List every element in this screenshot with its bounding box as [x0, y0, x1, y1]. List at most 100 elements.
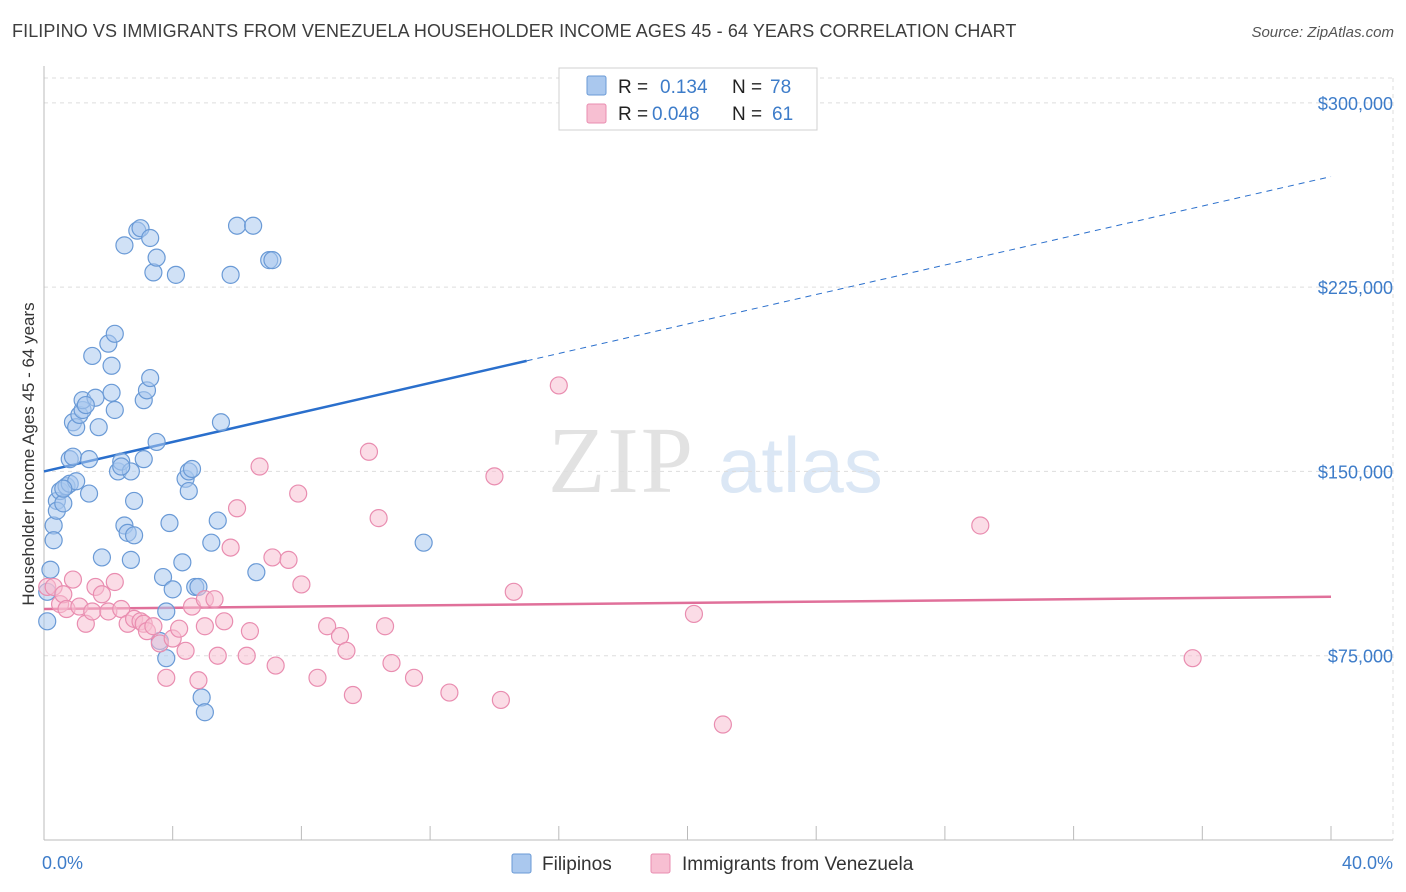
point-filipinos-55: [166, 265, 186, 284]
series-legend: Filipinos Immigrants from Venezuela: [511, 853, 914, 875]
point-venezuela-33: [227, 499, 247, 518]
point-filipinos-29: [105, 400, 124, 420]
series-legend-swatch-venezuela: [650, 853, 671, 874]
point-venezuela-21: [157, 668, 176, 687]
point-filipinos-35: [121, 550, 140, 569]
point-venezuela-46: [343, 685, 362, 705]
point-venezuela-26: [189, 671, 208, 690]
point-filipinos-75: [54, 479, 73, 498]
y-tick-label-3: $300,000: [1318, 94, 1393, 114]
point-filipinos-74: [414, 533, 433, 552]
legend-r-label-1: R =: [618, 77, 648, 98]
point-venezuela-10: [92, 585, 112, 604]
point-venezuela-23: [170, 619, 189, 638]
point-filipinos-46: [144, 263, 163, 282]
point-filipinos-70: [244, 216, 263, 235]
point-filipinos-73: [263, 251, 282, 270]
point-filipinos-71: [247, 563, 266, 582]
point-venezuela-60: [1183, 649, 1202, 668]
legend-r-value-1: 0.134: [660, 77, 708, 98]
point-filipinos-54: [163, 580, 182, 599]
trend-line-filipinos-extension: [526, 176, 1332, 362]
point-filipinos-45: [141, 228, 160, 248]
trend-line-venezuela: [43, 595, 1332, 611]
point-venezuela-37: [263, 548, 282, 567]
point-venezuela-51: [404, 668, 424, 687]
point-venezuela-29: [205, 590, 224, 609]
point-filipinos-26: [102, 383, 121, 402]
point-filipinos-41: [134, 450, 153, 469]
point-filipinos-2: [41, 560, 60, 579]
point-venezuela-36: [250, 457, 269, 476]
point-venezuela-41: [292, 575, 311, 594]
point-venezuela-32: [221, 538, 240, 557]
point-filipinos-48: [147, 432, 166, 452]
legend-swatch-filipinos: [586, 75, 607, 96]
point-filipinos-53: [160, 513, 179, 533]
axes: $75,000 $150,000 $225,000 $300,000 0.0% 40.0%: [42, 66, 1393, 873]
point-venezuela-59: [971, 516, 990, 535]
point-filipinos-28: [105, 324, 124, 343]
point-venezuela-40: [289, 484, 308, 503]
point-venezuela-52: [440, 683, 459, 702]
point-venezuela-31: [215, 612, 234, 631]
point-filipinos-67: [211, 413, 231, 432]
point-venezuela-56: [549, 376, 568, 395]
point-filipinos-76: [76, 395, 95, 415]
point-filipinos-12: [63, 447, 83, 466]
point-venezuela-38: [266, 656, 285, 675]
legend-r-label-2: R =: [618, 104, 648, 125]
point-filipinos-27: [102, 356, 121, 375]
point-venezuela-43: [318, 617, 337, 636]
point-venezuela-47: [359, 442, 379, 461]
point-filipinos-21: [83, 346, 102, 366]
point-filipinos-19: [79, 450, 99, 469]
point-filipinos-52: [157, 602, 176, 621]
point-filipinos-23: [89, 418, 108, 437]
point-venezuela-34: [237, 646, 256, 665]
point-venezuela-54: [491, 690, 510, 710]
point-venezuela-58: [713, 715, 732, 734]
y-axis-label: Householder Income Ages 45 - 64 years: [19, 302, 38, 605]
point-venezuela-57: [684, 604, 704, 624]
point-venezuela-45: [337, 641, 356, 660]
point-filipinos-77: [112, 457, 131, 476]
legend-n-label-1: N =: [732, 77, 762, 98]
point-filipinos-47: [147, 248, 166, 267]
point-venezuela-30: [208, 646, 227, 665]
correlation-legend: R = 0.134 N = 78 R = 0.048 N = 61: [558, 67, 818, 131]
point-venezuela-24: [176, 641, 195, 660]
chart-title: FILIPINO VS IMMIGRANTS FROM VENEZUELA HO…: [12, 21, 1017, 41]
point-venezuela-8: [83, 602, 102, 621]
y-tick-label-2: $225,000: [1318, 278, 1393, 298]
x-tick-label-1: 40.0%: [1342, 853, 1393, 873]
legend-n-value-1: 78: [770, 77, 791, 98]
watermark-zip: ZIP: [548, 409, 695, 513]
point-filipinos-37: [124, 526, 144, 545]
point-venezuela-5: [63, 570, 83, 589]
point-venezuela-27: [195, 617, 214, 636]
watermark-atlas: atlas: [718, 421, 883, 509]
point-filipinos-64: [195, 703, 214, 722]
point-venezuela-39: [279, 550, 298, 569]
data-points: [38, 216, 1202, 734]
point-venezuela-19: [144, 617, 163, 636]
point-filipinos-68: [221, 265, 240, 284]
point-filipinos-66: [208, 511, 227, 530]
point-filipinos-50: [153, 567, 173, 587]
trend-lines: [43, 176, 1332, 611]
point-venezuela-55: [504, 582, 523, 601]
point-filipinos-69: [227, 216, 247, 235]
point-filipinos-65: [202, 533, 221, 552]
series-legend-label-venezuela: Immigrants from Venezuela: [682, 854, 914, 875]
point-filipinos-32: [115, 236, 134, 255]
x-tick-label-0: 0.0%: [42, 853, 83, 873]
point-filipinos-58: [179, 481, 198, 501]
point-filipinos-38: [124, 491, 144, 511]
point-filipinos-44: [141, 368, 160, 388]
trend-line-filipinos: [43, 359, 527, 473]
point-venezuela-53: [485, 467, 504, 486]
point-venezuela-48: [369, 509, 388, 528]
point-venezuela-35: [240, 622, 260, 641]
